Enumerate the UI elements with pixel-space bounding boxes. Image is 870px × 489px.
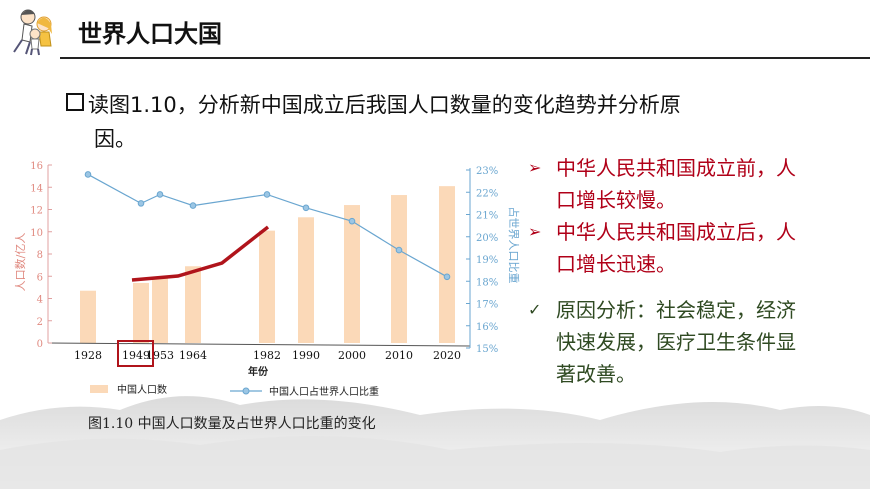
bar-1928 xyxy=(80,290,96,343)
y-left-tick-label: 6 xyxy=(37,272,43,283)
x-tick-label-2020: 2020 xyxy=(433,349,461,362)
x-tick-label-1982: 1982 xyxy=(253,349,281,362)
legend-bar-label: 中国人口数 xyxy=(117,383,167,396)
bar-1964 xyxy=(185,266,201,343)
share-point-2020 xyxy=(443,273,451,281)
y-right-tick-label: 22% xyxy=(476,188,498,199)
x-tick-label-1964: 1964 xyxy=(179,349,207,362)
y-right-tick-label: 19% xyxy=(476,255,498,266)
answer-item-2: ➢ 中华人民共和国成立后，人 口增长迅速。 xyxy=(528,216,848,280)
answer-2-line-1: 中华人民共和国成立后，人 xyxy=(556,220,796,244)
reason-line-2: 快速发展，医疗卫生条件显 xyxy=(556,330,796,354)
share-point-1990 xyxy=(302,204,310,212)
answer-item-1: ➢ 中华人民共和国成立前，人 口增长较慢。 xyxy=(528,152,848,216)
y-right-tick-label: 15% xyxy=(476,344,498,355)
y-axis-right-label: 占世界人口比重 xyxy=(507,207,521,284)
y-right-tick-label: 23% xyxy=(476,166,498,177)
chart-caption: 图1.10 中国人口数量及占世界人口比重的变化 xyxy=(88,416,376,432)
bar-1982 xyxy=(259,230,275,343)
share-point-1964 xyxy=(189,202,197,209)
reason-line-1: 原因分析：社会稳定，经济 xyxy=(556,298,796,322)
bar-2020 xyxy=(439,186,455,343)
legend-bar-swatch xyxy=(90,385,108,393)
share-point-2010 xyxy=(395,246,403,254)
x-tick-label-2010: 2010 xyxy=(385,349,413,362)
share-point-1949 xyxy=(137,200,145,207)
bar-1953 xyxy=(152,278,168,343)
bar-1949 xyxy=(133,282,149,343)
reason-line-3: 著改善。 xyxy=(556,362,636,386)
y-right-tick-label: 20% xyxy=(476,233,498,244)
x-axis-label: 年份 xyxy=(248,365,269,378)
highlight-box-1949 xyxy=(117,340,154,367)
answer-1-line-2: 口增长较慢。 xyxy=(556,188,676,212)
answer-2-line-2: 口增长迅速。 xyxy=(556,252,676,276)
legend-line-label: 中国人口占世界人口比重 xyxy=(269,385,379,398)
x-tick-label-1990: 1990 xyxy=(292,349,320,362)
y-left-tick-label: 16 xyxy=(30,161,43,172)
bar-2010 xyxy=(391,195,407,343)
question-line-1: 读图1.10，分析新中国成立后我国人口数量的变化趋势并分析原 xyxy=(88,93,681,117)
x-tick-label-1953: 1953 xyxy=(146,349,174,362)
page-title: 世界人口大国 xyxy=(78,19,222,48)
x-tick-label-1928: 1928 xyxy=(74,349,102,362)
y-left-tick-label: 14 xyxy=(30,183,43,194)
share-point-2000 xyxy=(348,217,356,225)
y-right-tick-label: 16% xyxy=(476,322,498,333)
y-axis-left-label: 人口数/亿人 xyxy=(14,233,27,292)
question-text: 读图1.10，分析新中国成立后我国人口数量的变化趋势并分析原 因。 xyxy=(66,88,826,156)
family-illustration xyxy=(13,9,52,56)
bar-2000 xyxy=(344,205,360,343)
y-left-tick-label: 4 xyxy=(37,295,43,306)
check-icon: ✓ xyxy=(528,300,542,319)
title-divider xyxy=(60,57,870,59)
y-left-tick-label: 10 xyxy=(30,228,43,239)
square-bullet-icon xyxy=(66,93,84,111)
arrow-bullet-icon: ➢ xyxy=(528,158,542,177)
answer-1-line-1: 中华人民共和国成立前，人 xyxy=(556,156,796,180)
arrow-bullet-icon: ➢ xyxy=(528,222,542,241)
y-right-tick-label: 21% xyxy=(476,211,498,222)
trend-highlight-line xyxy=(131,225,270,282)
mountain-ink-background xyxy=(0,396,870,489)
y-right-tick-label: 18% xyxy=(476,277,498,288)
x-tick-label-2000: 2000 xyxy=(338,349,366,362)
bar-1990 xyxy=(298,217,314,343)
y-left-tick-label: 12 xyxy=(30,206,43,217)
legend-line-marker xyxy=(242,387,250,395)
share-point-1928 xyxy=(84,171,92,178)
share-point-1953 xyxy=(156,191,164,198)
y-left-tick-label: 8 xyxy=(37,250,43,261)
x-axis xyxy=(47,342,471,347)
x-tick-label-1949: 1949 xyxy=(122,349,150,362)
reason-item: ✓ 原因分析：社会稳定，经济 快速发展，医疗卫生条件显 著改善。 xyxy=(528,294,848,390)
answer-panel: ➢ 中华人民共和国成立前，人 口增长较慢。 ➢ 中华人民共和国成立后，人 口增长… xyxy=(528,152,848,390)
share-point-1982 xyxy=(263,191,271,198)
y-left-tick-label: 2 xyxy=(37,317,43,328)
y-left-tick-label: 0 xyxy=(37,339,43,350)
question-line-2: 因。 xyxy=(94,127,136,151)
y-right-tick-label: 17% xyxy=(476,300,498,311)
